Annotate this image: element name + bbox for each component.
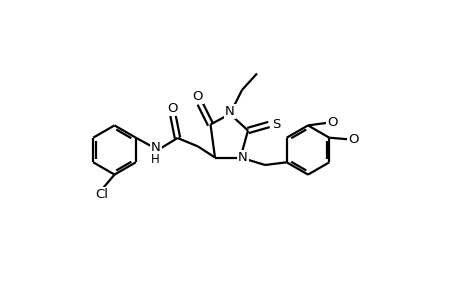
Text: S: S <box>272 118 280 131</box>
Text: N: N <box>237 151 247 164</box>
Text: N: N <box>224 105 235 118</box>
Text: Cl: Cl <box>95 188 108 201</box>
Text: N: N <box>151 141 160 154</box>
Text: H: H <box>151 153 160 167</box>
Text: O: O <box>192 90 202 104</box>
Text: O: O <box>167 102 177 116</box>
Text: O: O <box>326 116 336 130</box>
Text: O: O <box>347 133 358 146</box>
